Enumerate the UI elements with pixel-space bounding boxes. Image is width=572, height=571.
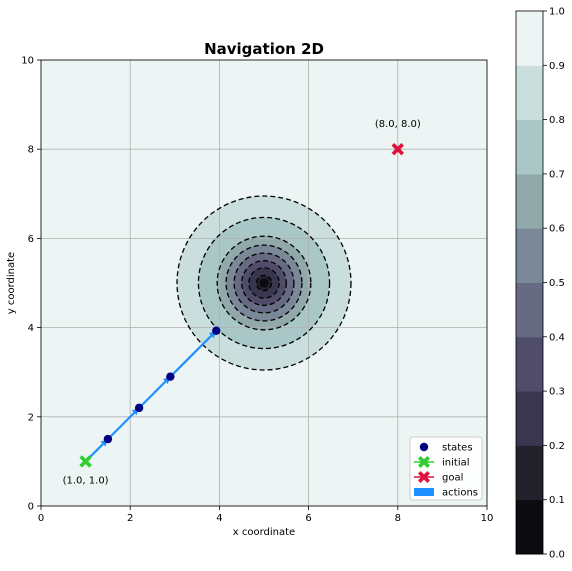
legend-item-actions-marker: [414, 488, 434, 496]
y-tick-label: 6: [28, 234, 34, 245]
contour-line: [216, 235, 312, 331]
colorbar-segment: [516, 282, 543, 338]
y-tick-label: 0: [28, 502, 34, 513]
colorbar: 0.0 0.1 0.2 0.3 0.4 0.5 0.6 0.7 0.8 0.9 1.0: [515, 7, 565, 561]
legend-item-goal-marker-shape: [418, 471, 430, 483]
contour-band: [259, 278, 269, 288]
action-shaft: [169, 334, 213, 378]
colorbar-segment: [516, 173, 543, 229]
contour-line: [225, 244, 303, 322]
contour-line: [255, 274, 273, 292]
x-tick-label: 4: [216, 513, 222, 524]
contour-line: [248, 267, 280, 299]
colorbar-tick-label: 0.3: [549, 387, 565, 398]
contour-line: [197, 216, 331, 350]
legend-item-initial-marker-shape: [418, 456, 430, 468]
goal-marker-shape: [391, 143, 404, 156]
colorbar-segment: [516, 336, 543, 392]
state-point: [103, 434, 113, 444]
legend-item-goal-label: goal: [442, 473, 463, 484]
colorbar-segment: [516, 228, 543, 283]
contour-line: [176, 195, 352, 371]
initial-marker-shape: [79, 455, 92, 468]
colorbar-tick-label: 0.4: [549, 332, 565, 343]
x-tick-label: 2: [127, 513, 133, 524]
x-tick-label: 10: [481, 513, 494, 524]
colorbar-tick-label: 0.9: [549, 61, 565, 72]
colorbar-segment: [516, 499, 543, 555]
state-point: [212, 326, 221, 335]
x-tick-label: 0: [38, 513, 44, 524]
legend-item-initial-marker: [418, 456, 430, 468]
colorbar-segment: [516, 391, 543, 446]
x-axis-label: x coordinate: [233, 527, 295, 538]
y-axis-label: y coordinate: [6, 252, 17, 314]
x-tick-label: 8: [395, 513, 401, 524]
y-tick-label: 4: [28, 323, 34, 334]
legend-box: [409, 436, 483, 501]
colorbar-tick-label: 0.2: [549, 441, 565, 452]
initial-marker: [79, 455, 92, 468]
contour-line: [233, 252, 295, 314]
legend-item-initial-label: initial: [442, 458, 470, 469]
goal-label: (8.0, 8.0): [375, 119, 421, 130]
goal-marker: [391, 143, 404, 156]
colorbar-segment: [516, 65, 543, 121]
legend-item-states-marker: [419, 442, 429, 452]
colorbar-tick-label: 1.0: [549, 7, 565, 18]
legend-item-goal-marker: [418, 471, 430, 483]
x-tick-label: 6: [305, 513, 311, 524]
colorbar-tick-label: 0.5: [549, 278, 565, 289]
colorbar-tick-label: 0.6: [549, 224, 565, 235]
contour-line: [241, 260, 287, 306]
action-shaft: [138, 380, 167, 409]
y-tick-label: 10: [21, 56, 34, 67]
initial-label: (1.0, 1.0): [63, 475, 109, 486]
action-shaft: [107, 412, 135, 440]
chart-title: Navigation 2D: [204, 40, 324, 58]
colorbar-tick-label: 0.0: [549, 550, 565, 561]
colorbar-tick-label: 0.8: [549, 115, 565, 126]
colorbar-tick-label: 0.1: [549, 495, 565, 506]
y-tick-label: 8: [28, 145, 34, 156]
colorbar-segment: [516, 445, 543, 501]
axes-frame: [40, 59, 488, 507]
legend: states initial goal actions: [409, 436, 483, 501]
colorbar-tick-label: 0.7: [549, 169, 565, 180]
colorbar-segment: [516, 11, 543, 66]
colorbar-segment: [516, 119, 543, 175]
y-tick-label: 2: [28, 412, 34, 423]
legend-item-actions-label: actions: [442, 488, 478, 499]
plot-area: 0 2 4 6 8 10 0 2 4 6 8 10 (1.0, 1.0) (8.0, 8.0): [21, 56, 493, 525]
legend-item-states-label: states: [442, 443, 473, 454]
state-point: [134, 403, 144, 413]
state-point: [166, 372, 175, 381]
